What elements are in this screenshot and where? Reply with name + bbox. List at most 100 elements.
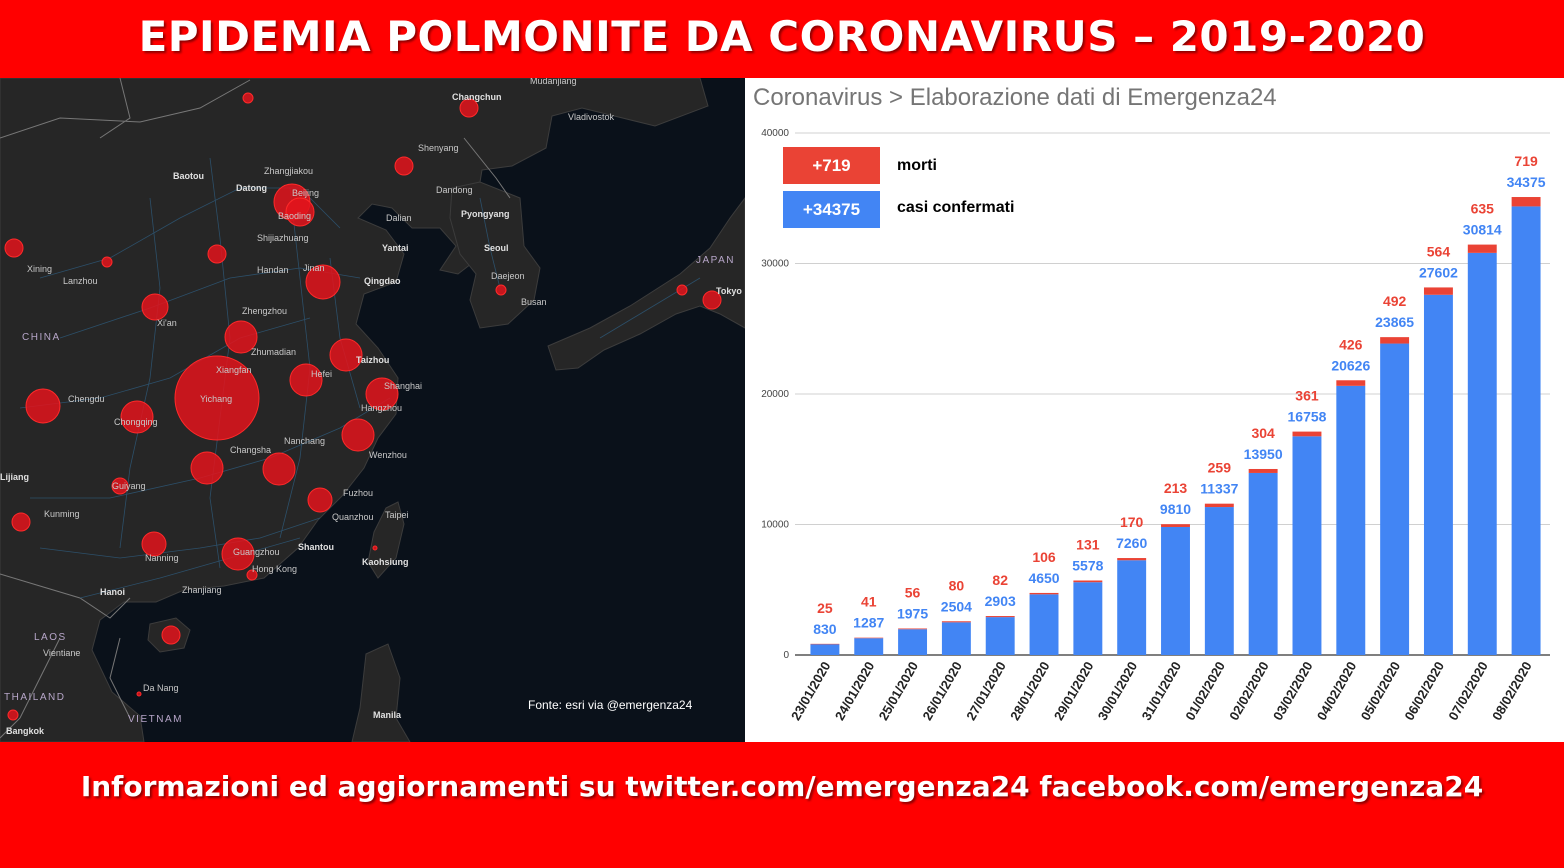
city-label: Chengdu (68, 394, 105, 404)
bar-cases (1029, 594, 1059, 655)
data-label-cases: 20626 (1331, 357, 1370, 373)
city-label: Kunming (44, 509, 80, 519)
city-label: Vladivostok (568, 112, 615, 122)
data-label-deaths: 80 (949, 577, 965, 593)
city-label: Yichang (200, 394, 232, 404)
city-label: Da Nang (143, 683, 179, 693)
data-label-deaths: 106 (1032, 549, 1056, 565)
bar-deaths (941, 621, 971, 623)
x-tick-label: 25/01/2020 (876, 659, 922, 723)
city-label: Xining (27, 264, 52, 274)
data-label-cases: 7260 (1116, 535, 1147, 551)
data-label-deaths: 564 (1427, 243, 1451, 259)
city-label: Kaohsiung (362, 557, 409, 567)
x-tick-label: 08/02/2020 (1489, 659, 1535, 723)
bar-cases (810, 644, 840, 655)
data-label-deaths: 25 (817, 600, 833, 616)
bar-deaths (1511, 197, 1541, 207)
city-label: Hong Kong (252, 564, 297, 574)
x-tick-label: 01/02/2020 (1182, 659, 1228, 723)
bar-deaths (1029, 592, 1059, 595)
city-label: Shantou (298, 542, 334, 552)
bar-deaths (898, 628, 928, 630)
city-label: Yantai (382, 243, 409, 253)
data-label-deaths: 170 (1120, 514, 1144, 530)
x-tick-label: 30/01/2020 (1095, 659, 1141, 723)
country-label-laos: LAOS (34, 632, 67, 643)
data-label-cases: 9810 (1160, 501, 1191, 517)
country-label-thailand: THAILAND (4, 692, 65, 703)
bar-cases (1248, 472, 1278, 655)
data-label-cases: 13950 (1244, 446, 1283, 462)
data-label-cases: 5578 (1072, 557, 1103, 573)
x-tick-label: 29/01/2020 (1051, 659, 1097, 723)
data-label-deaths: 426 (1339, 336, 1363, 352)
x-tick-label: 28/01/2020 (1007, 659, 1053, 723)
bottom-banner (0, 742, 1564, 868)
x-tick-label: 03/02/2020 (1270, 659, 1316, 723)
data-label-cases: 30814 (1463, 222, 1502, 238)
bar-deaths (1467, 244, 1497, 253)
land-philippines (351, 643, 411, 742)
city-label: Mudanjiang (530, 78, 577, 86)
city-label: Guiyang (112, 481, 146, 491)
y-tick-label: 40000 (761, 128, 789, 139)
city-label: Wenzhou (369, 450, 407, 460)
data-label-deaths: 41 (861, 594, 877, 610)
city-label: Taizhou (356, 355, 389, 365)
city-label: Seoul (484, 243, 509, 253)
data-label-deaths: 56 (905, 584, 921, 600)
y-tick-label: 20000 (761, 389, 789, 400)
case-bubbles (4, 92, 722, 721)
data-label-cases: 2903 (985, 593, 1016, 609)
data-label-cases: 1975 (897, 605, 928, 621)
legend-cases-label: casi confermati (897, 199, 1015, 216)
chart-panel: Coronavirus > Elaborazione dati di Emerg… (745, 78, 1564, 742)
city-label: Nanning (145, 553, 179, 563)
bar-cases (941, 622, 971, 655)
city-label: Fuzhou (343, 488, 373, 498)
x-tick-label: 02/02/2020 (1226, 659, 1272, 723)
x-tick-label: 23/01/2020 (788, 659, 834, 723)
city-label: Shanghai (384, 381, 422, 391)
bar-cases (1292, 436, 1322, 655)
x-tick-label: 06/02/2020 (1402, 659, 1448, 723)
city-label: Lanzhou (63, 276, 98, 286)
bar-cases (898, 629, 928, 655)
city-label: Shijiazhuang (257, 233, 309, 243)
bar-deaths (1248, 468, 1278, 473)
y-tick-label: 0 (783, 650, 789, 661)
city-label: Zhengzhou (242, 306, 287, 316)
data-label-deaths: 492 (1383, 293, 1407, 309)
data-label-deaths: 259 (1208, 460, 1232, 476)
city-label: Xi'an (157, 318, 177, 328)
bar-cases (1467, 252, 1497, 655)
x-tick-label: 07/02/2020 (1445, 659, 1491, 723)
bar-cases (1117, 560, 1147, 655)
map-svg: CHINA JAPAN LAOS THAILAND VIETNAM Mudanj… (0, 78, 745, 742)
city-label: Zhanjiang (182, 585, 222, 595)
bar-cases (1511, 206, 1541, 655)
city-label: Zhangjiakou (264, 166, 313, 176)
city-label: Qingdao (364, 276, 401, 286)
city-label: Chongqing (114, 417, 158, 427)
city-label: Baoding (278, 211, 311, 221)
data-label-deaths: 635 (1471, 201, 1495, 217)
city-label: Bangkok (6, 726, 45, 736)
city-label: Pyongyang (461, 209, 510, 219)
country-label-vietnam: VIETNAM (128, 714, 183, 725)
data-label-cases: 830 (813, 621, 837, 637)
legend-deaths-label: morti (897, 157, 937, 174)
chart-svg: 0 10000 20000 30000 40000 830 25 23/01/2020 1287… (761, 128, 1550, 723)
city-label: Jinan (303, 263, 325, 273)
city-label: Nanchang (284, 436, 325, 446)
data-label-deaths: 304 (1251, 425, 1275, 441)
data-label-cases: 16758 (1288, 409, 1327, 425)
bar-cases (1336, 385, 1366, 655)
x-tick-label: 31/01/2020 (1139, 659, 1185, 723)
city-label: Shenyang (418, 143, 459, 153)
bar-cases (1073, 582, 1103, 655)
city-label: Vientiane (43, 648, 80, 658)
bar-cases (1204, 507, 1234, 655)
data-label-cases: 2504 (941, 598, 972, 614)
